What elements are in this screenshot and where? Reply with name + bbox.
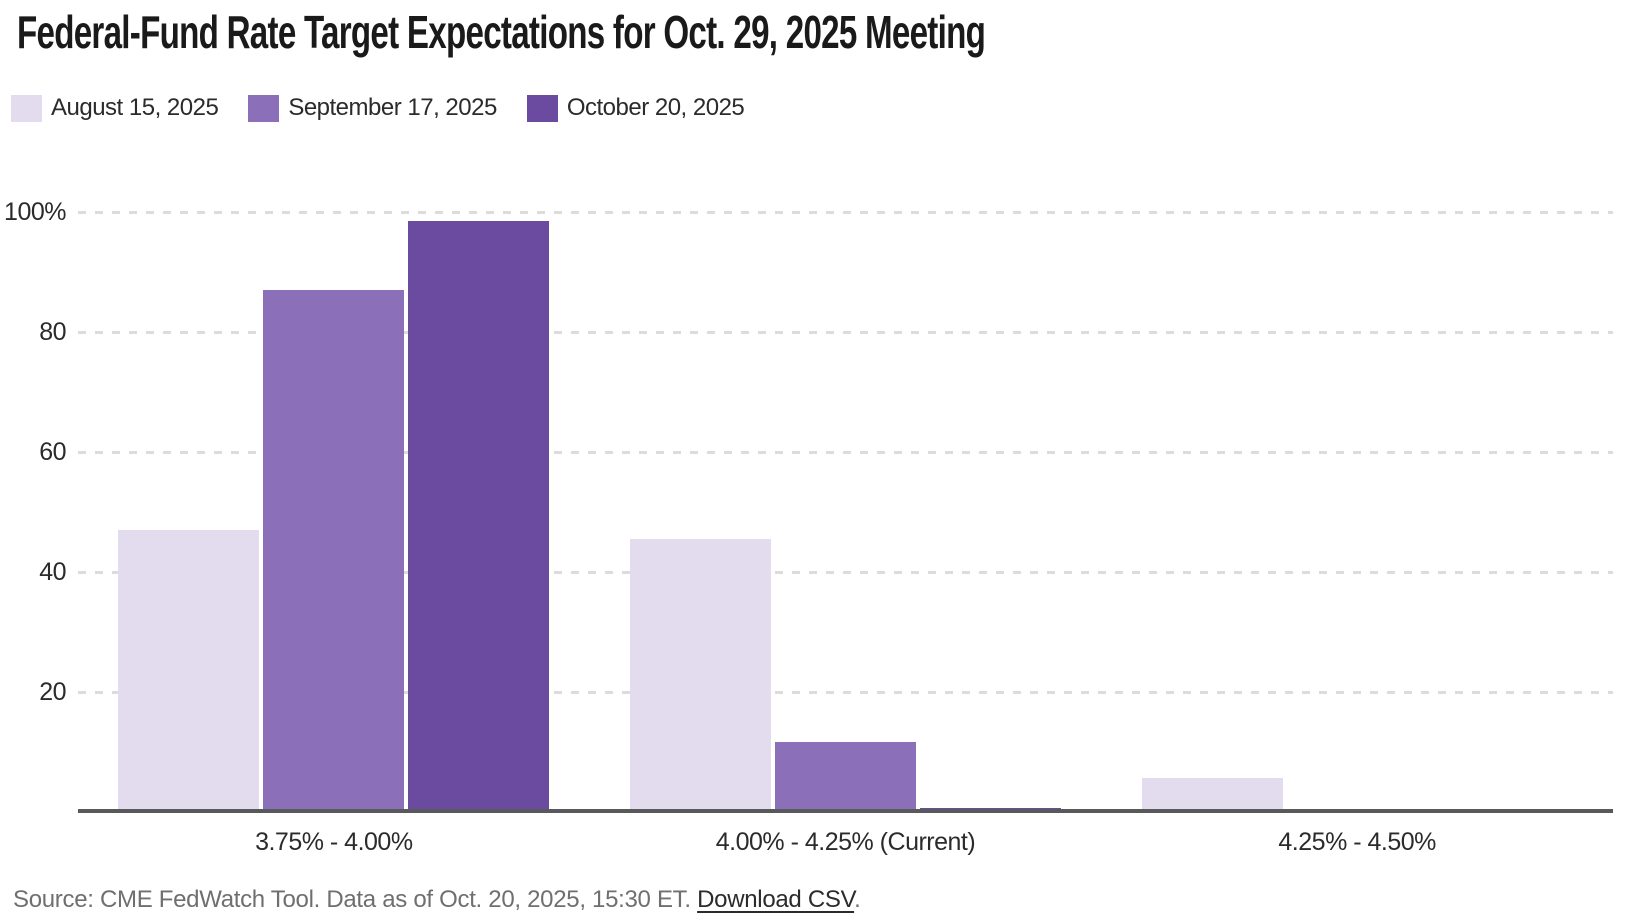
gridline: [78, 211, 1613, 214]
source-note: Source: CME FedWatch Tool. Data as of Oc…: [13, 886, 861, 914]
gridline: [78, 571, 1613, 574]
bar: [775, 741, 916, 812]
y-axis-tick-label: 20: [39, 678, 66, 706]
y-axis-tick-label: 40: [39, 558, 66, 586]
x-axis-category-label: 3.75% - 4.00%: [255, 828, 413, 856]
bar: [118, 530, 260, 812]
chart-title: Federal-Fund Rate Target Expectations fo…: [17, 6, 986, 58]
y-axis-tick-label: 80: [39, 318, 66, 346]
x-axis-category-label: 4.25% - 4.50%: [1278, 828, 1436, 856]
bar: [263, 290, 405, 812]
bar: [1141, 777, 1283, 812]
legend-item: October 20, 2025: [526, 94, 745, 122]
bar: [630, 539, 771, 812]
gridline: [78, 331, 1613, 334]
gridline: [78, 691, 1613, 694]
chart-legend: August 15, 2025 September 17, 2025 October…: [11, 94, 745, 122]
legend-label: October 20, 2025: [566, 94, 745, 121]
legend-label: August 15, 2025: [51, 94, 219, 121]
legend-item: August 15, 2025: [11, 94, 219, 122]
legend-swatch: [11, 94, 42, 122]
source-suffix: .: [854, 886, 861, 913]
legend-swatch: [248, 94, 280, 122]
x-axis-line: [78, 809, 1613, 813]
gridline: [78, 451, 1613, 454]
legend-label: September 17, 2025: [288, 94, 497, 121]
source-text: Source: CME FedWatch Tool. Data as of Oc…: [13, 886, 698, 913]
y-axis-tick-label: 100%: [4, 198, 66, 226]
x-axis-category-label: 4.00% - 4.25% (Current): [715, 828, 976, 856]
y-axis-tick-label: 60: [39, 438, 66, 466]
legend-item: September 17, 2025: [248, 94, 497, 122]
plot-area: [78, 211, 1613, 813]
bar: [408, 221, 550, 812]
legend-swatch: [526, 94, 558, 122]
download-csv-link[interactable]: Download CSV: [697, 886, 855, 913]
